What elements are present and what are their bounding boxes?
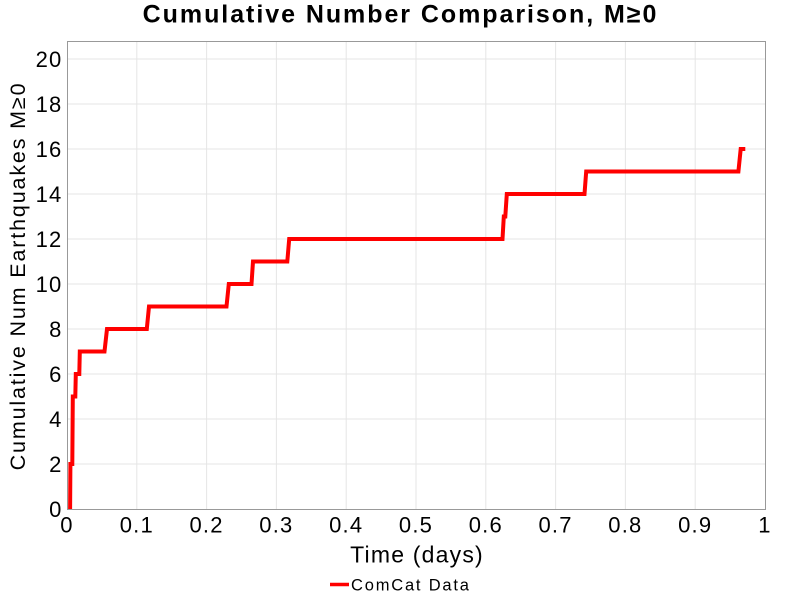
svg-text:Time (days): Time (days) bbox=[350, 541, 484, 567]
svg-text:0.2: 0.2 bbox=[190, 513, 224, 538]
svg-text:2: 2 bbox=[49, 452, 62, 477]
svg-text:Cumulative Number Comparison,: Cumulative Number Comparison, M≥0 bbox=[143, 0, 659, 28]
svg-text:20: 20 bbox=[36, 47, 63, 72]
svg-text:0: 0 bbox=[49, 497, 62, 522]
svg-text:18: 18 bbox=[36, 92, 63, 117]
svg-text:ComCat Data: ComCat Data bbox=[351, 577, 471, 595]
svg-text:10: 10 bbox=[36, 272, 63, 297]
svg-text:Cumulative Num Earthquakes M≥0: Cumulative Num Earthquakes M≥0 bbox=[6, 82, 30, 471]
svg-text:16: 16 bbox=[36, 137, 63, 162]
svg-text:0.6: 0.6 bbox=[469, 513, 503, 538]
svg-text:0.4: 0.4 bbox=[329, 513, 363, 538]
svg-text:0.1: 0.1 bbox=[120, 513, 154, 538]
svg-text:0.9: 0.9 bbox=[678, 513, 712, 538]
svg-text:0.3: 0.3 bbox=[259, 513, 293, 538]
svg-text:0.8: 0.8 bbox=[608, 513, 642, 538]
svg-text:0.5: 0.5 bbox=[399, 513, 433, 538]
svg-text:12: 12 bbox=[36, 227, 63, 252]
svg-text:8: 8 bbox=[49, 317, 62, 342]
svg-text:0: 0 bbox=[60, 513, 73, 538]
svg-text:1: 1 bbox=[758, 513, 771, 538]
svg-text:4: 4 bbox=[49, 407, 62, 432]
svg-text:0.7: 0.7 bbox=[539, 513, 573, 538]
svg-text:6: 6 bbox=[49, 362, 62, 387]
svg-text:14: 14 bbox=[36, 182, 63, 207]
